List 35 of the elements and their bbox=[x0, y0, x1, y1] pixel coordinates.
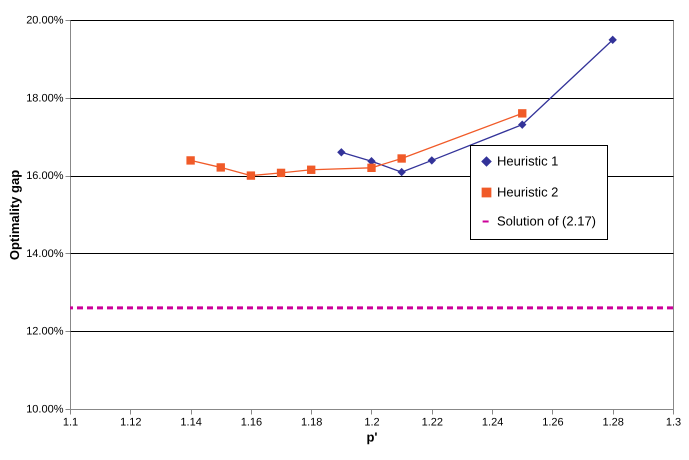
legend-label: Heuristic 2 bbox=[497, 184, 558, 200]
point bbox=[397, 154, 406, 163]
x-tick-label: 1.16 bbox=[240, 416, 262, 428]
y-tick-label: 12.00% bbox=[26, 326, 64, 338]
y-tick-label: 16.00% bbox=[26, 170, 64, 182]
point bbox=[186, 156, 195, 165]
point bbox=[276, 168, 286, 178]
y-axis-title: Optimality gap bbox=[7, 170, 22, 260]
x-tick-label: 1.18 bbox=[300, 416, 322, 428]
x-tick-label: 1.22 bbox=[422, 416, 444, 428]
x-tick-label: 1.14 bbox=[180, 416, 202, 428]
point bbox=[397, 168, 406, 176]
x-tick-label: 1.24 bbox=[482, 416, 504, 428]
point bbox=[518, 120, 526, 129]
x-axis-title: p' bbox=[366, 430, 378, 444]
x-tick-label: 1.26 bbox=[542, 416, 564, 428]
x-tick-label: 1.2 bbox=[364, 416, 380, 428]
point bbox=[428, 156, 436, 165]
y-tick-label: 20.00% bbox=[26, 14, 64, 26]
point bbox=[518, 109, 526, 118]
x-tick-label: 1.28 bbox=[602, 416, 624, 428]
point bbox=[367, 164, 376, 172]
y-tick-label: 14.00% bbox=[26, 248, 64, 260]
legend-label: Heuristic 1 bbox=[497, 154, 558, 168]
legend-label: Solution of (2.17) bbox=[497, 214, 596, 228]
x-tick-label: 1.12 bbox=[120, 416, 142, 428]
y-tick-label: 10.00% bbox=[26, 404, 64, 416]
point bbox=[337, 148, 346, 156]
x-tick-label: 1.1 bbox=[62, 416, 78, 428]
x-tick-label: 1.3 bbox=[666, 416, 682, 428]
point bbox=[307, 166, 316, 174]
point bbox=[246, 171, 256, 180]
point bbox=[216, 163, 225, 172]
point bbox=[608, 36, 617, 44]
y-tick-label: 18.00% bbox=[26, 92, 64, 104]
